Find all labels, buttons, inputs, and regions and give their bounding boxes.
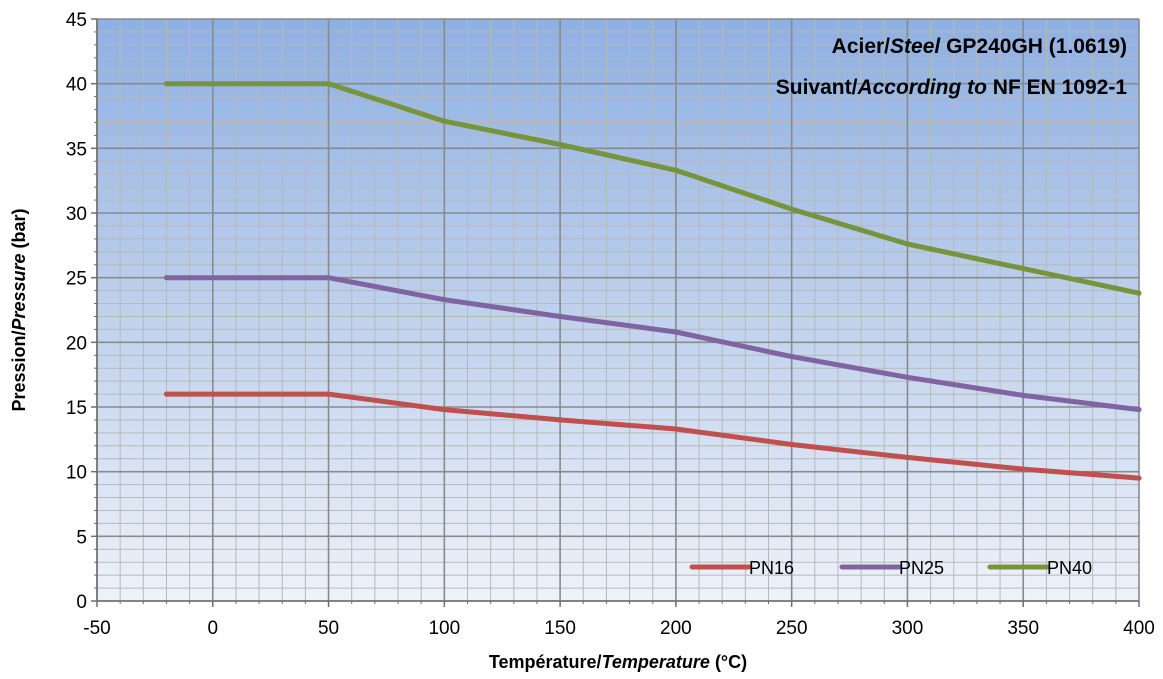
data-point-pn16: [789, 442, 795, 448]
y-tick-label: 0: [76, 592, 87, 613]
y-tick-label: 30: [66, 204, 87, 225]
x-tick-label: 50: [318, 618, 339, 639]
data-point-pn40: [1136, 290, 1142, 296]
data-point-pn25: [163, 275, 169, 281]
x-axis-title: Température/Temperature (°C): [489, 652, 747, 672]
y-tick-label: 20: [66, 333, 87, 354]
data-point-pn25: [326, 275, 332, 281]
legend-label-pn40: PN40: [1047, 558, 1092, 578]
y-axis-title: Pression/Pressure (bar): [9, 208, 29, 411]
data-point-pn25: [1136, 407, 1142, 413]
data-point-pn16: [326, 391, 332, 397]
y-tick-label: 40: [66, 75, 87, 96]
x-tick-label: -50: [83, 618, 110, 639]
x-tick-label: 400: [1123, 618, 1155, 639]
y-tick-label: 10: [66, 463, 87, 484]
x-tick-label: 350: [1007, 618, 1039, 639]
axes: [91, 18, 1140, 607]
data-point-pn16: [1136, 475, 1142, 481]
data-point-pn40: [557, 141, 563, 147]
series-lines: [163, 81, 1142, 481]
minor-gridlines: [97, 19, 1139, 601]
data-point-pn16: [1020, 466, 1026, 472]
chart-title-line-2: Suivant/According to NF EN 1092-1: [776, 76, 1128, 99]
data-point-pn16: [673, 426, 679, 432]
y-tick-label: 45: [66, 10, 87, 31]
data-point-pn16: [557, 417, 563, 423]
legend-label-pn16: PN16: [749, 558, 794, 578]
plot-area: [97, 19, 1139, 601]
x-tick-label: 100: [428, 618, 460, 639]
data-point-pn40: [326, 81, 332, 87]
data-point-pn40: [441, 118, 447, 124]
x-tick-label: 250: [776, 618, 808, 639]
y-tick-label: 5: [76, 527, 87, 548]
y-tick-label: 25: [66, 269, 87, 290]
data-point-pn25: [1020, 392, 1026, 398]
x-tick-label: 0: [207, 618, 218, 639]
legend: PN16 PN25 PN40: [689, 558, 1092, 578]
data-point-pn25: [441, 297, 447, 303]
data-point-pn16: [904, 454, 910, 460]
legend-label-pn25: PN25: [899, 558, 944, 578]
data-point-pn25: [789, 354, 795, 360]
data-point-pn25: [673, 329, 679, 335]
tick-labels: 0 5 10 15 20 25 30 35 40 45 -50 0 50 100 150 200 250 300 3…: [66, 10, 1155, 639]
y-tick-label: 35: [66, 139, 87, 160]
data-point-pn16: [163, 391, 169, 397]
x-tick-label: 200: [660, 618, 692, 639]
data-point-pn40: [904, 241, 910, 247]
data-point-pn40: [789, 206, 795, 212]
data-point-pn40: [673, 167, 679, 173]
data-point-pn25: [557, 313, 563, 319]
data-point-pn40: [163, 81, 169, 87]
data-point-pn16: [441, 407, 447, 413]
x-tick-label: 300: [892, 618, 924, 639]
y-tick-label: 15: [66, 398, 87, 419]
chart-title-line-1: Acier/Steel GP240GH (1.0619): [832, 35, 1127, 58]
data-point-pn25: [904, 374, 910, 380]
data-point-pn40: [1020, 266, 1026, 272]
x-tick-label: 150: [544, 618, 576, 639]
